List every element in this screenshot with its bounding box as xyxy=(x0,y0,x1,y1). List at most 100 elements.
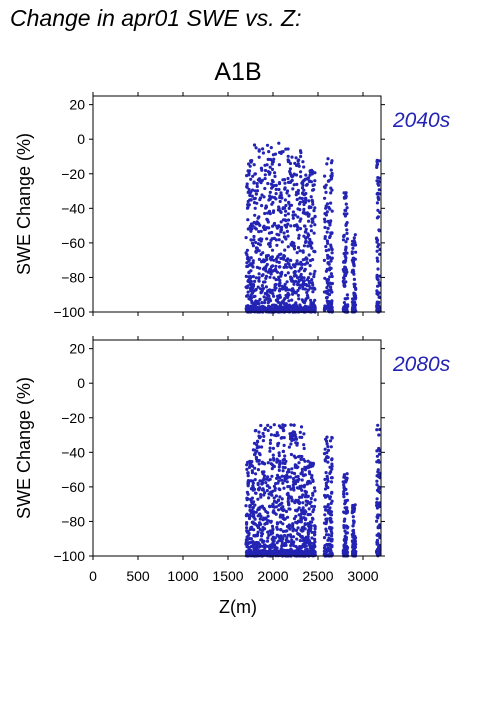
data-point xyxy=(342,483,346,487)
data-point xyxy=(245,261,249,265)
data-point xyxy=(270,167,275,171)
data-point xyxy=(330,209,334,213)
data-point xyxy=(297,236,301,240)
data-point xyxy=(268,449,272,453)
data-point xyxy=(353,297,357,301)
data-point xyxy=(323,458,327,462)
data-point xyxy=(279,225,284,229)
data-point xyxy=(283,533,287,538)
data-point xyxy=(252,238,256,242)
data-point xyxy=(300,495,304,499)
data-point xyxy=(255,182,259,186)
data-point xyxy=(246,460,250,464)
data-point xyxy=(249,289,253,293)
data-point xyxy=(274,187,278,191)
data-point xyxy=(261,431,265,436)
data-point xyxy=(270,186,274,190)
data-point xyxy=(306,466,310,470)
data-point xyxy=(305,290,309,295)
data-point xyxy=(263,462,267,466)
data-point xyxy=(272,294,276,298)
data-point xyxy=(312,231,316,235)
data-point xyxy=(311,510,315,514)
data-point xyxy=(304,535,308,539)
x-tick-label: 1500 xyxy=(212,568,243,584)
data-point xyxy=(282,301,286,305)
data-point xyxy=(257,155,261,159)
data-point xyxy=(245,522,249,526)
data-point xyxy=(377,188,381,192)
data-point xyxy=(377,505,381,509)
data-point xyxy=(323,220,327,224)
data-point xyxy=(271,535,275,539)
data-point xyxy=(298,283,302,287)
data-point xyxy=(287,445,291,449)
data-point xyxy=(297,477,301,481)
data-point xyxy=(304,517,308,521)
plot-frame xyxy=(92,95,382,313)
data-point xyxy=(285,473,289,477)
data-point xyxy=(258,436,262,440)
data-point xyxy=(376,423,380,427)
data-point xyxy=(301,506,305,510)
data-point xyxy=(325,474,329,478)
data-point xyxy=(328,266,332,270)
data-point xyxy=(325,239,329,243)
data-point xyxy=(376,284,380,288)
data-point xyxy=(278,515,282,519)
data-point xyxy=(252,307,256,312)
period-label: 2080s xyxy=(392,353,451,376)
data-point xyxy=(327,248,331,252)
data-point xyxy=(287,299,291,303)
data-point xyxy=(343,274,348,278)
data-point xyxy=(252,295,256,299)
data-point xyxy=(326,460,330,464)
data-point xyxy=(246,169,250,173)
data-point xyxy=(252,510,256,514)
data-point xyxy=(282,298,286,302)
data-point xyxy=(246,284,250,288)
data-point xyxy=(258,512,262,516)
data-point xyxy=(284,209,288,213)
data-point xyxy=(249,256,253,260)
data-point xyxy=(329,285,333,289)
data-point xyxy=(284,529,288,533)
data-point xyxy=(328,207,332,211)
data-point xyxy=(311,544,315,548)
data-point xyxy=(308,258,313,263)
data-point xyxy=(257,272,261,276)
data-point xyxy=(258,453,262,457)
data-point xyxy=(277,265,282,269)
data-point xyxy=(287,551,291,555)
data-point xyxy=(288,432,292,436)
data-point xyxy=(344,222,348,226)
data-point xyxy=(260,531,264,535)
data-point xyxy=(325,542,329,547)
data-point xyxy=(253,288,257,292)
data-point xyxy=(282,443,286,447)
data-point xyxy=(291,292,295,296)
data-point xyxy=(293,500,297,504)
data-point xyxy=(351,528,356,533)
period-label: 2040s xyxy=(392,109,451,132)
data-point xyxy=(297,233,301,237)
data-point xyxy=(341,268,345,272)
data-point xyxy=(375,519,379,523)
data-point xyxy=(280,478,284,482)
data-point xyxy=(351,246,355,250)
data-point xyxy=(328,281,332,285)
data-point xyxy=(328,471,332,475)
data-point xyxy=(343,266,348,270)
x-tick-label: 0 xyxy=(89,568,97,584)
data-point xyxy=(246,205,250,209)
data-point xyxy=(247,533,251,537)
data-point xyxy=(271,180,275,184)
data-point xyxy=(376,267,380,271)
data-point xyxy=(252,522,256,526)
panel-2040s: 20 0 −20 −40 −60 −80 −100 SWE Change (%) 2040s xyxy=(14,92,451,320)
data-point xyxy=(261,439,265,443)
data-point xyxy=(306,296,310,300)
data-point xyxy=(306,459,310,463)
data-point xyxy=(289,540,294,545)
data-point xyxy=(266,157,270,161)
